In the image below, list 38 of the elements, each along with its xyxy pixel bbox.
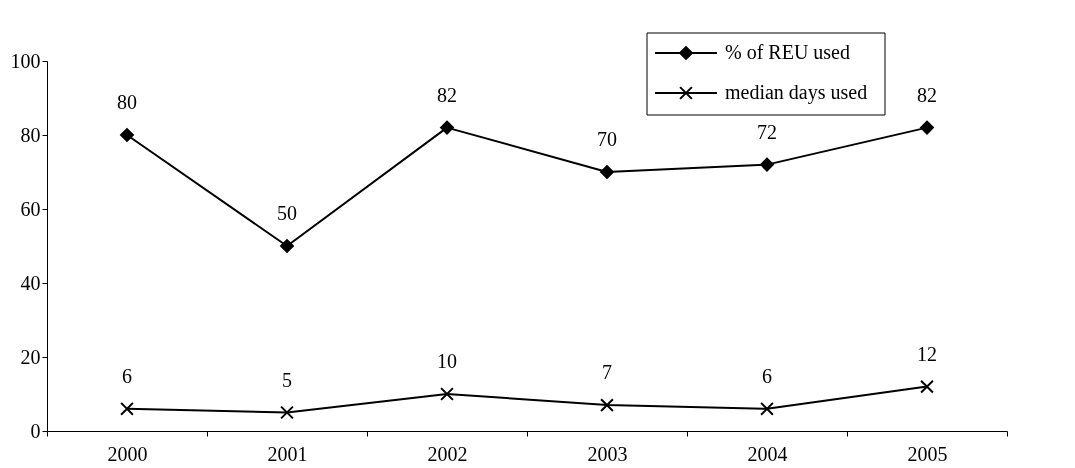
data-label: 70: [597, 128, 617, 150]
y-tick-label: 60: [20, 197, 41, 220]
data-label: 72: [757, 120, 777, 143]
data-label: 6: [122, 364, 132, 387]
data-label: 12: [917, 342, 937, 365]
x-tick-label: 2001: [267, 442, 308, 465]
y-tick-label: 40: [20, 271, 41, 294]
point: [920, 379, 934, 394]
data-label: 82: [917, 83, 937, 106]
x-tick-label: 2005: [907, 442, 948, 465]
x-tick-label: 2000: [107, 442, 148, 465]
point: [920, 120, 934, 135]
point: [280, 239, 294, 253]
point: [440, 387, 454, 401]
legend-label: median days used: [725, 81, 868, 104]
data-label: 82: [437, 83, 457, 106]
data-label: 6: [762, 364, 772, 387]
point: [600, 165, 614, 179]
data-label: 80: [117, 91, 137, 113]
y-tick-label: 0: [30, 419, 41, 442]
point: [760, 157, 774, 172]
x-tick-label: 2004: [747, 442, 788, 465]
legend-label: % of REU used: [725, 41, 850, 63]
point: [120, 401, 134, 416]
y-tick-label: 80: [20, 123, 41, 146]
x-tick-label: 2002: [427, 442, 468, 465]
y-tick-label: 20: [20, 345, 41, 368]
point: [440, 120, 454, 135]
point: [760, 401, 774, 416]
y-tick-label: 100: [10, 49, 41, 72]
point: [280, 405, 294, 420]
data-label: 7: [602, 361, 612, 384]
x-tick-label: 2003: [587, 442, 628, 465]
point: [600, 398, 614, 413]
data-label: 50: [277, 202, 297, 224]
data-label: 5: [282, 368, 292, 391]
point: [120, 128, 134, 142]
data-label: 10: [437, 350, 457, 372]
